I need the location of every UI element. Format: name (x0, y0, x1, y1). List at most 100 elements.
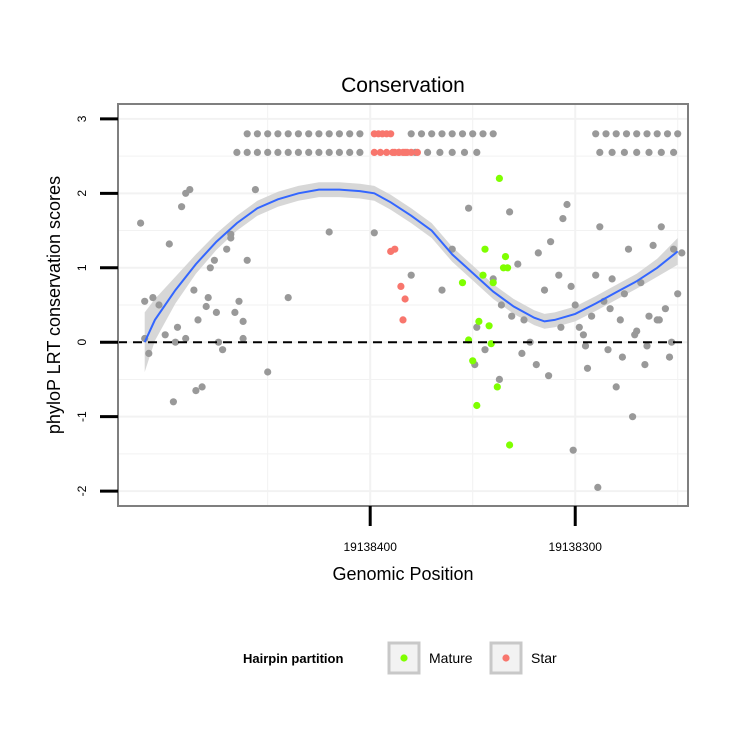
point-other-48 (567, 282, 575, 290)
point-other-73 (670, 245, 678, 253)
point-other-22 (231, 308, 239, 316)
point-other-90 (643, 342, 651, 350)
point-other-7 (169, 398, 177, 406)
chart-title: Conservation (341, 74, 465, 97)
point-other-top-band-lower--5 (284, 148, 292, 156)
point-other-top-band-lower--0 (233, 148, 241, 156)
point-other-28 (284, 294, 292, 302)
point-other-18 (214, 338, 223, 346)
point-star-13 (395, 148, 403, 156)
y-axis-title: phyloP LRT conservation scores (44, 176, 64, 434)
point-other-63 (629, 413, 637, 421)
point-other-top-band-lower--7 (305, 148, 313, 156)
x-axis: 19138400 19138300 (343, 506, 602, 554)
point-star-12 (389, 148, 397, 156)
point-other-top-band-upper--9 (335, 130, 343, 138)
point-mature-3 (473, 401, 481, 410)
point-other-top-band-lower--16 (448, 148, 456, 156)
point-other-13 (194, 316, 202, 324)
point-other-2 (145, 349, 153, 357)
point-other-top-band-upper--16 (448, 130, 456, 138)
point-other-88 (618, 353, 627, 361)
point-star-15 (407, 148, 415, 156)
point-other-top-band-upper--8 (325, 130, 333, 138)
point-other-16 (206, 264, 214, 272)
point-other-top-band-upper--13 (417, 130, 426, 138)
point-other-80 (518, 349, 526, 357)
point-other-50 (575, 323, 583, 331)
point-other-top-band-lower--11 (346, 148, 354, 156)
legend-label-mature: Mature (429, 650, 473, 666)
point-star-16 (413, 148, 421, 156)
point-other-5 (161, 331, 169, 339)
point-mature-10 (493, 383, 501, 391)
point-other-top-band-upper--2 (264, 130, 272, 138)
point-other-top-band-upper--21 (592, 130, 600, 138)
point-other-72 (665, 353, 674, 361)
point-other-top-band-upper--7 (315, 130, 323, 138)
x-tick-label-0: 19138400 (343, 540, 397, 554)
point-other-89 (631, 331, 639, 339)
point-other-75 (678, 249, 686, 257)
smooth-line (143, 188, 679, 343)
point-other-52 (583, 364, 592, 372)
point-other-98 (212, 308, 220, 316)
point-other-top-band-upper--0 (243, 130, 251, 138)
y-tick-label-3: 1 (75, 264, 89, 271)
point-other-top-band-lower--8 (315, 148, 323, 156)
y-tick-label-2: 0 (75, 339, 89, 346)
point-other-8 (173, 323, 182, 331)
point-other-65 (637, 279, 645, 287)
point-other-top-band-lower--21 (620, 148, 629, 156)
point-other-79 (508, 312, 516, 320)
point-other-top-band-upper--14 (428, 130, 436, 138)
point-other-47 (563, 200, 571, 209)
point-other-25 (243, 256, 251, 264)
point-other-top-band-lower--1 (243, 148, 251, 156)
point-mature-4 (475, 317, 483, 325)
point-other-top-band-upper--3 (274, 130, 282, 138)
point-other-4 (155, 301, 163, 309)
y-tick-label-1: -1 (75, 411, 89, 422)
point-star-20 (401, 295, 409, 303)
point-other-74 (674, 290, 682, 298)
point-other-top-band-lower--12 (356, 148, 364, 156)
point-other-top-band-upper--29 (674, 130, 682, 138)
point-mature-7 (485, 322, 493, 330)
legend-swatch-mature (400, 654, 408, 662)
point-other-top-band-upper--25 (633, 130, 641, 138)
point-other-32 (438, 286, 446, 294)
point-star-11 (383, 148, 391, 156)
point-other-20 (223, 245, 231, 253)
confidence-band (144, 182, 678, 372)
x-axis-title: Genomic Position (332, 564, 473, 584)
point-other-77 (481, 346, 489, 354)
point-other-44 (547, 238, 555, 246)
point-star-18 (391, 245, 399, 253)
point-other-top-band-upper--23 (612, 130, 620, 138)
point-other-top-band-lower--14 (424, 148, 432, 156)
point-other-82 (545, 372, 553, 380)
point-other-29 (325, 228, 333, 236)
legend: Hairpin partition Mature Star (243, 641, 557, 675)
point-mature-9 (489, 279, 497, 287)
point-other-11 (186, 186, 194, 194)
point-star-14 (401, 148, 409, 156)
point-other-top-band-upper--5 (294, 130, 302, 138)
data-points (137, 130, 686, 491)
point-other-top-band-lower--6 (294, 148, 302, 156)
point-other-top-band-lower--15 (436, 148, 444, 156)
point-other-85 (581, 342, 590, 350)
legend-label-star: Star (531, 650, 557, 666)
confidence-band-area (144, 182, 678, 372)
point-other-top-band-upper--11 (356, 130, 364, 138)
point-other-45 (555, 271, 563, 279)
point-other-top-band-upper--1 (253, 130, 261, 138)
point-other-34 (465, 204, 473, 212)
point-other-top-band-upper--20 (489, 130, 497, 138)
point-star-9 (370, 148, 378, 156)
point-other-83 (557, 323, 565, 331)
point-other-35 (473, 323, 481, 331)
point-other-0 (137, 219, 145, 227)
legend-title: Hairpin partition (243, 651, 343, 666)
